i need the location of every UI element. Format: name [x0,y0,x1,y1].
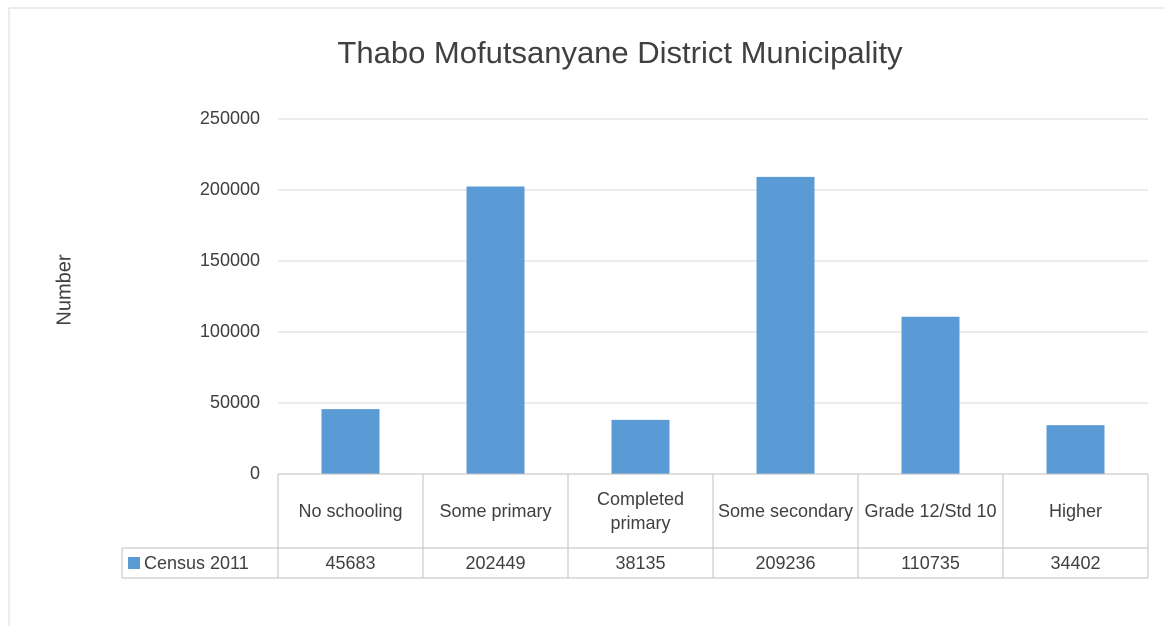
x-tick-label-box: Grade 12/Std 10 [864,500,997,521]
x-tick-label: Some secondary [717,500,854,521]
x-tick-label: Some primary [439,500,552,521]
chart-title: Thabo Mofutsanyane District Municipality [337,35,903,70]
bar [466,186,525,475]
x-tick-label-box: Some secondary [717,500,854,521]
x-tick-label: Grade 12/Std 10 [864,500,997,521]
table-value-box: 38135 [615,552,666,573]
y-tick-label: 100000 [200,321,260,341]
x-tick-label-box: Some primary [439,500,552,521]
table-value: 38135 [615,552,666,573]
y-axis-label: Number [53,254,75,325]
x-tick-label: Completed primary [596,488,685,533]
y-tick-label: 200000 [200,179,260,199]
table-value: 209236 [755,552,816,573]
table-value-box: 202449 [465,552,526,573]
y-tick-label: 0 [250,463,260,483]
legend-label: Census 2011 [144,553,249,573]
legend-swatch [128,557,140,569]
table-value-box: 34402 [1050,552,1101,573]
table-value: 45683 [325,552,376,573]
x-tick-label: Higher [1048,500,1103,521]
table-value: 34402 [1050,552,1101,573]
y-tick-label: 150000 [200,250,260,270]
x-tick-label-box: No schooling [298,500,403,521]
table-value-box: 110735 [901,552,960,573]
table-value-box: 45683 [325,552,376,573]
table-value-box: 209236 [755,552,816,573]
x-tick-label: No schooling [298,500,403,521]
bar [611,419,670,474]
bar [1046,425,1105,474]
table-value: 110735 [901,552,960,573]
y-tick-label: 50000 [210,392,260,412]
x-tick-label-box: Completed primary [596,488,685,533]
bar [756,176,815,474]
table-value: 202449 [465,552,526,573]
bar [901,316,960,474]
x-tick-label-box: Higher [1048,500,1103,521]
bar [321,409,380,474]
y-tick-label: 250000 [200,108,260,128]
